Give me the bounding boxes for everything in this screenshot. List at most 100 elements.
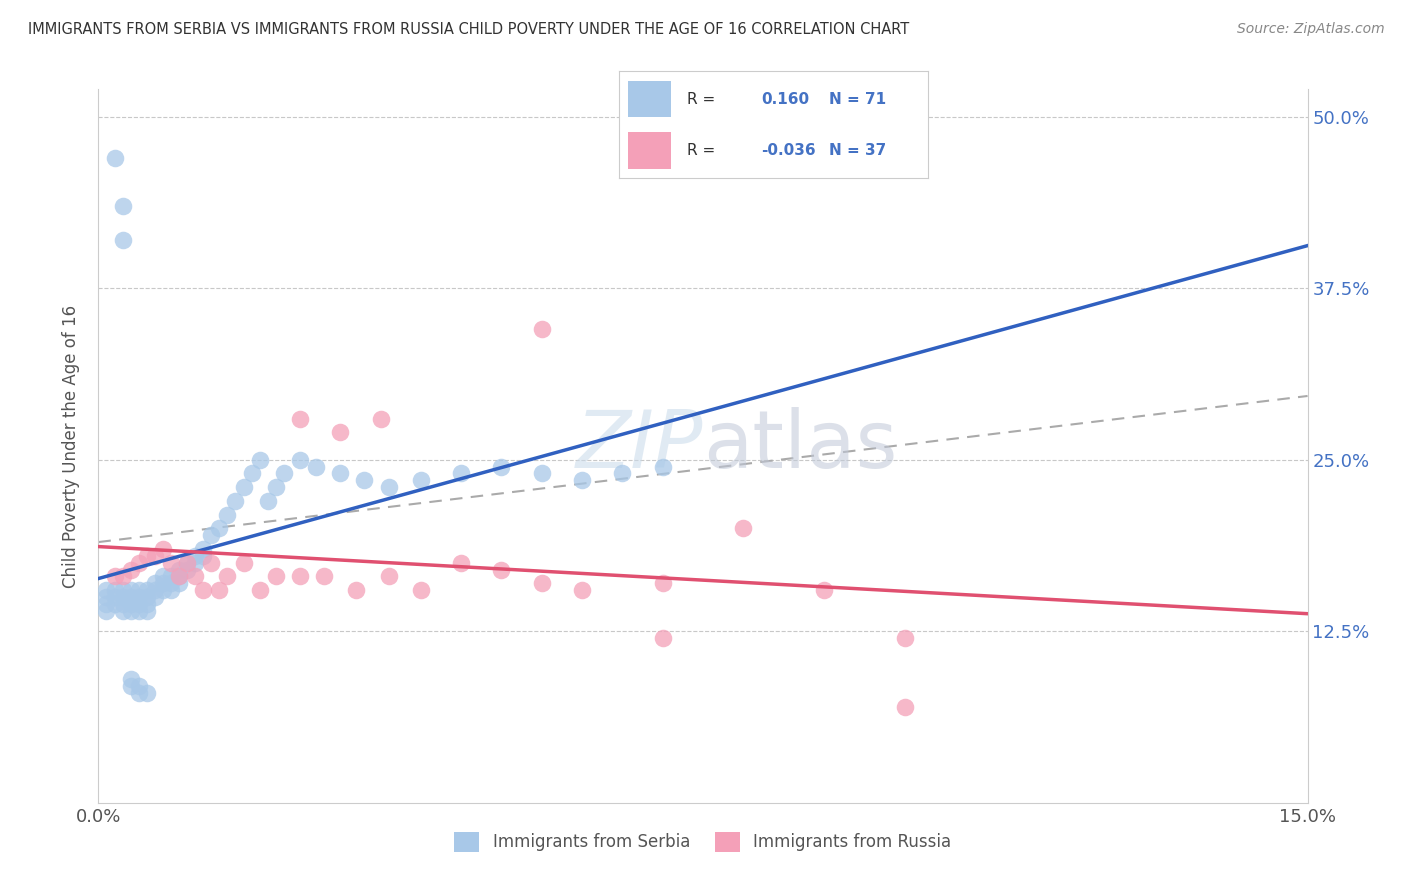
Text: -0.036: -0.036 xyxy=(761,143,815,158)
Point xyxy=(120,583,142,598)
Point xyxy=(135,549,157,563)
Point xyxy=(288,569,311,583)
Point xyxy=(193,583,215,598)
Point xyxy=(111,604,134,618)
Point xyxy=(120,590,142,604)
Point xyxy=(128,590,150,604)
Point xyxy=(143,590,166,604)
Point xyxy=(329,425,352,440)
Point xyxy=(103,583,125,598)
Point xyxy=(200,556,222,570)
Point xyxy=(152,541,174,556)
Point xyxy=(103,569,125,583)
Point xyxy=(224,494,246,508)
Point xyxy=(128,604,150,618)
Point xyxy=(143,576,166,591)
Point xyxy=(377,569,399,583)
Point xyxy=(143,549,166,563)
Point xyxy=(491,459,513,474)
Point xyxy=(193,549,215,563)
Point xyxy=(184,556,207,570)
Point xyxy=(314,569,336,583)
Point xyxy=(571,583,593,598)
Point xyxy=(571,473,593,487)
Point xyxy=(152,569,174,583)
Y-axis label: Child Poverty Under the Age of 16: Child Poverty Under the Age of 16 xyxy=(62,304,80,588)
FancyBboxPatch shape xyxy=(628,132,671,169)
Point xyxy=(96,583,118,598)
Point xyxy=(120,604,142,618)
Point xyxy=(530,322,553,336)
Point xyxy=(167,569,190,583)
Point xyxy=(200,528,222,542)
Point xyxy=(377,480,399,494)
Point xyxy=(152,583,174,598)
Point xyxy=(167,562,190,576)
Point xyxy=(96,590,118,604)
Point xyxy=(217,569,239,583)
Point xyxy=(353,473,375,487)
Point xyxy=(491,562,513,576)
Point xyxy=(240,467,263,481)
Point xyxy=(530,576,553,591)
Point xyxy=(249,583,271,598)
Point xyxy=(217,508,239,522)
Point xyxy=(208,521,231,535)
Point xyxy=(288,411,311,425)
Point xyxy=(152,576,174,591)
Point xyxy=(160,556,183,570)
Point xyxy=(249,452,271,467)
Point xyxy=(450,556,472,570)
Point xyxy=(111,597,134,611)
Point xyxy=(651,576,673,591)
Point xyxy=(103,151,125,165)
Text: IMMIGRANTS FROM SERBIA VS IMMIGRANTS FROM RUSSIA CHILD POVERTY UNDER THE AGE OF : IMMIGRANTS FROM SERBIA VS IMMIGRANTS FRO… xyxy=(28,22,910,37)
Point xyxy=(167,576,190,591)
Text: R =: R = xyxy=(686,143,720,158)
Point xyxy=(651,459,673,474)
Point xyxy=(128,686,150,700)
Point xyxy=(96,597,118,611)
Point xyxy=(167,569,190,583)
Point xyxy=(176,556,198,570)
Point xyxy=(232,480,254,494)
Point xyxy=(288,452,311,467)
Text: N = 37: N = 37 xyxy=(830,143,886,158)
Point xyxy=(264,569,287,583)
Point xyxy=(111,233,134,247)
Point xyxy=(120,562,142,576)
Point xyxy=(193,541,215,556)
Point xyxy=(651,631,673,645)
Point xyxy=(128,597,150,611)
Text: ZIP: ZIP xyxy=(575,407,703,485)
Point xyxy=(208,583,231,598)
Point xyxy=(135,590,157,604)
Point xyxy=(111,590,134,604)
Point xyxy=(409,583,432,598)
Point xyxy=(128,556,150,570)
Point xyxy=(256,494,278,508)
Point xyxy=(612,467,634,481)
Point xyxy=(530,467,553,481)
Point xyxy=(103,590,125,604)
Point xyxy=(135,583,157,598)
Point xyxy=(273,467,295,481)
Text: R =: R = xyxy=(686,92,720,107)
Point xyxy=(264,480,287,494)
Point xyxy=(160,576,183,591)
Text: 0.160: 0.160 xyxy=(761,92,808,107)
Point xyxy=(143,583,166,598)
Point xyxy=(176,556,198,570)
Point xyxy=(184,569,207,583)
FancyBboxPatch shape xyxy=(628,81,671,118)
Point xyxy=(176,562,198,576)
Point xyxy=(120,597,142,611)
Point xyxy=(120,673,142,687)
Point xyxy=(128,679,150,693)
Point xyxy=(184,549,207,563)
Point xyxy=(893,699,915,714)
Point xyxy=(135,597,157,611)
Point xyxy=(232,556,254,570)
Legend: Immigrants from Serbia, Immigrants from Russia: Immigrants from Serbia, Immigrants from … xyxy=(447,825,959,859)
Point xyxy=(344,583,367,598)
